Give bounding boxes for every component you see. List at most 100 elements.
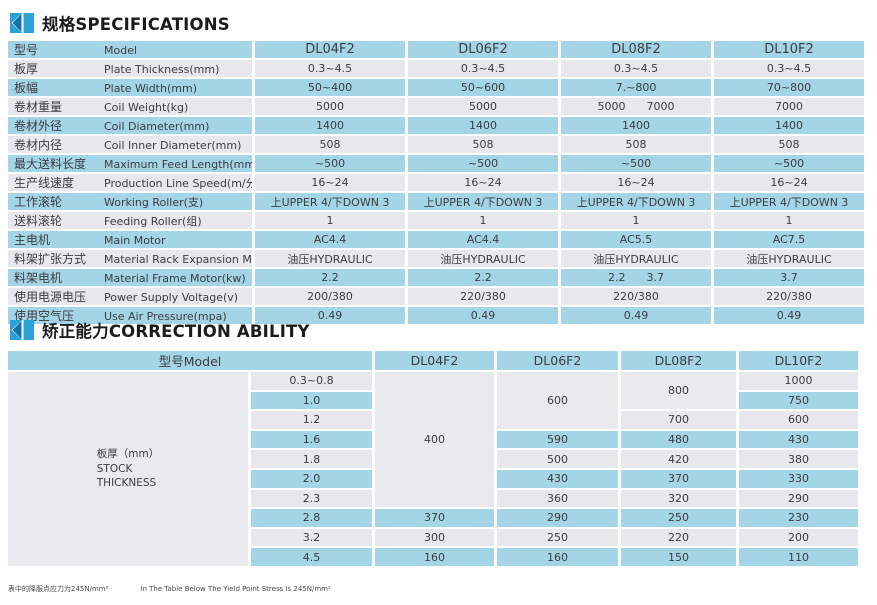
section-title-text: 矫正能力CORRECTION ABILITY	[42, 318, 310, 342]
correction-value-cell: 370	[375, 509, 494, 527]
spec-row-label-zh: 使用空气压	[14, 309, 75, 323]
spec-value-cell: ~500	[561, 155, 711, 172]
spec-model-header: DL06F2	[408, 41, 558, 58]
spec-header-row: 型号 Model DL04F2 DL06F2 DL08F2 DL10F2	[8, 41, 864, 58]
spec-value-cell: 1	[255, 212, 405, 229]
thickness-cell: 4.5	[251, 548, 372, 566]
correction-row: 4.5 160 160 150 110	[8, 548, 858, 566]
spec-value-cell: 50~400	[255, 79, 405, 96]
spec-value-cell: 上UPPER 4/下DOWN 3	[408, 193, 558, 210]
spec-value-cell: AC4.4	[255, 231, 405, 248]
correction-value-cell: 160	[375, 548, 494, 566]
spec-row-label-zh: 主电机	[14, 233, 51, 247]
spec-value-cell: 200/380	[255, 288, 405, 305]
spec-value-cell: 油压HYDRAULIC	[408, 250, 558, 267]
thickness-cell: 2.3	[251, 489, 372, 508]
spec-value-cell: 7000	[714, 98, 864, 115]
correction-value-cell: 150	[621, 548, 736, 566]
spec-value-cell: 50~600	[408, 79, 558, 96]
correction-value-cell: 200	[739, 528, 858, 547]
correction-value-cell: 430	[497, 469, 618, 488]
spec-value-cell: 508	[408, 136, 558, 153]
stock-label-en-line1: STOCK	[96, 462, 133, 475]
spec-value-cell: 0.3~4.5	[255, 60, 405, 77]
spec-row-label-cell: 使用空气压 Use Air Pressure(mpa)	[8, 307, 252, 324]
correction-value-cell: 220	[621, 528, 736, 547]
correction-value-cell: 800	[621, 372, 736, 410]
thickness-cell: 0.3~0.8	[251, 372, 372, 390]
spec-value-cell: 220/380	[408, 288, 558, 305]
correction-value-cell: 160	[497, 548, 618, 566]
spec-row-label-cell: 主电机 Main Motor	[8, 231, 252, 248]
thickness-cell: 2.0	[251, 469, 372, 488]
spec-value-cell: 1400	[714, 117, 864, 134]
correction-model-header: DL04F2	[375, 351, 494, 370]
spec-row-label-zh: 板幅	[14, 81, 39, 95]
spec-value-cell: 上UPPER 4/下DOWN 3	[561, 193, 711, 210]
spec-header-label-en: Model	[104, 44, 138, 57]
stock-label-zh: 板厚（mm）	[96, 447, 160, 460]
correction-row: 2.0 430 370 330	[8, 469, 858, 488]
spec-row-label-zh: 卷材外径	[14, 119, 63, 133]
correction-model-header: DL06F2	[497, 351, 618, 370]
section-title-zh: 矫正能力	[42, 322, 109, 341]
thickness-cell: 1.0	[251, 391, 372, 410]
spec-value-cell: 上UPPER 4/下DOWN 3	[714, 193, 864, 210]
correction-value-cell: 600	[497, 372, 618, 429]
spec-value-cell: 508	[255, 136, 405, 153]
spec-header-label-zh: 型号	[14, 43, 39, 57]
correction-section-title: 矫正能力CORRECTION ABILITY	[10, 318, 310, 342]
spec-row-label-en: Working Roller(支)	[104, 196, 204, 209]
spec-row: 卷材外径 Coil Diameter(mm) 1400 1400 1400 1400	[8, 117, 864, 134]
spec-value-cell: 3.7	[714, 269, 864, 286]
correction-value-cell: 250	[621, 509, 736, 527]
spec-row-label-en: Coil Weight(kg)	[104, 101, 189, 114]
thickness-cell: 3.2	[251, 528, 372, 547]
spec-value-cell: 5000	[255, 98, 405, 115]
spec-row-label-zh: 板厚	[14, 62, 39, 76]
correction-model-header: DL10F2	[739, 351, 858, 370]
spec-value-cell: 2.2	[408, 269, 558, 286]
spec-value-cell: 2.2 3.7	[561, 269, 711, 286]
stock-thickness-label: 板厚（mm） STOCK THICKNESS	[97, 447, 159, 491]
spec-row-label-zh: 卷材重量	[14, 100, 63, 114]
section-marker-icon	[10, 320, 34, 340]
spec-row-label-en: Main Motor	[104, 234, 166, 247]
spec-row-label-cell: 板厚 Plate Thickness(mm)	[8, 60, 252, 77]
spec-value-cell: 508	[561, 136, 711, 153]
correction-value-cell: 600	[739, 411, 858, 429]
spec-row-label-en: Material Frame Motor(kw)	[104, 272, 246, 285]
spec-value-cell: 0.49	[255, 307, 405, 324]
spec-row-label-cell: 使用电源电压 Power Supply Voltage(v)	[8, 288, 252, 305]
correction-value-cell: 500	[497, 450, 618, 468]
section-title-zh: 规格	[42, 15, 76, 34]
correction-value-cell: 750	[739, 391, 858, 410]
twin-triangles-icon	[10, 320, 34, 340]
correction-value-cell: 300	[375, 528, 494, 547]
correction-value-cell: 110	[739, 548, 858, 566]
spec-row-label-zh: 料架电机	[14, 271, 63, 285]
spec-model-header: DL08F2	[561, 41, 711, 58]
correction-value-cell: 430	[739, 430, 858, 449]
spec-value-cell: 5000 7000	[561, 98, 711, 115]
footnote-en: In The Table Below The Yield Point Stres…	[140, 585, 331, 593]
correction-value-cell: 360	[497, 489, 618, 508]
correction-header-label: 型号Model	[8, 351, 372, 370]
correction-value-cell: 700	[621, 411, 736, 429]
correction-row: 1.2 700 600	[8, 411, 858, 429]
spec-row-label-cell: 送料滚轮 Feeding Roller(组)	[8, 212, 252, 229]
spec-row: 卷材重量 Coil Weight(kg) 5000 5000 5000 7000 7000	[8, 98, 864, 115]
spec-value-cell: 16~24	[714, 174, 864, 191]
correction-row: 1.8 500 420 380	[8, 450, 858, 468]
correction-value-cell: 330	[739, 469, 858, 488]
section-title-en: SPECIFICATIONS	[75, 15, 230, 34]
spec-row: 最大送料长度 Maximum Feed Length(mm) ~500 ~500 ~50…	[8, 155, 864, 172]
spec-row-label-zh: 工作滚轮	[14, 195, 63, 209]
correction-row: 1.6 590 480 430	[8, 430, 858, 449]
correction-value-cell: 400	[375, 372, 494, 508]
spec-value-cell: ~500	[714, 155, 864, 172]
section-marker-icon	[10, 13, 34, 33]
spec-row: 料架电机 Material Frame Motor(kw) 2.2 2.2 2.2 3.…	[8, 269, 864, 286]
